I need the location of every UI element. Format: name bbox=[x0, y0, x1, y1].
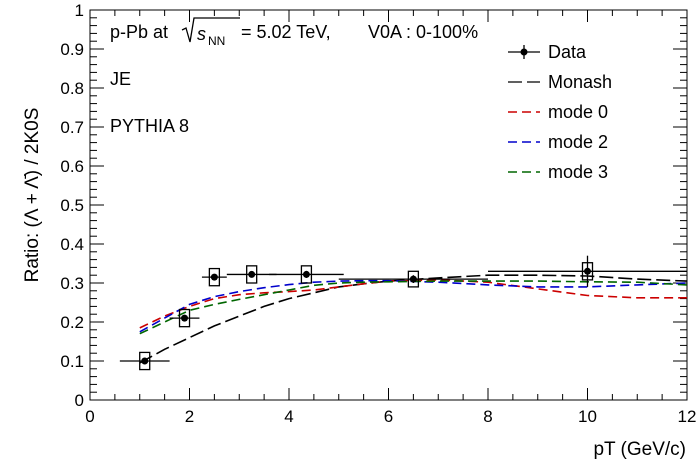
annotation-je: JE bbox=[110, 69, 131, 89]
x-tick-label: 12 bbox=[678, 407, 697, 426]
y-tick-label: 1 bbox=[75, 1, 84, 20]
y-tick-label: 0 bbox=[75, 391, 84, 410]
data-points bbox=[119, 255, 687, 371]
y-tick-label: 0.3 bbox=[60, 274, 84, 293]
sqrt-s-label: s bbox=[197, 24, 206, 44]
legend-entry-mode3: mode 3 bbox=[508, 162, 608, 182]
curve-monash bbox=[139, 274, 688, 364]
syst-box bbox=[208, 267, 221, 287]
legend-entry-mode0: mode 0 bbox=[508, 102, 608, 122]
sqrt-symbol: s NN bbox=[181, 17, 240, 48]
data-point bbox=[201, 267, 227, 287]
annotation-system: p-Pb at s NN = 5.02 TeV, V0A : 0-100% bbox=[110, 17, 478, 48]
annotation-generator: PYTHIA 8 bbox=[110, 116, 189, 136]
legend-entry-mode2: mode 2 bbox=[508, 132, 608, 152]
x-tick-label: 8 bbox=[483, 407, 492, 426]
y-tick-label: 0.8 bbox=[60, 79, 84, 98]
data-marker bbox=[210, 273, 218, 281]
y-tick-labels: 0 0.1 0.2 0.3 0.4 0.5 0.6 0.7 0.8 0.9 1 bbox=[60, 1, 84, 410]
curve-mode-2 bbox=[139, 279, 688, 333]
data-point bbox=[488, 255, 687, 287]
x-tick-label: 6 bbox=[384, 407, 393, 426]
annotation-energy: = 5.02 TeV, bbox=[241, 22, 331, 42]
data-point bbox=[169, 308, 200, 328]
x-tick-label: 4 bbox=[284, 407, 293, 426]
legend-label-mode2: mode 2 bbox=[548, 132, 608, 152]
syst-box bbox=[300, 265, 313, 284]
y-axis-title: Ratio: (Λ + Λ̄) / 2K0S bbox=[22, 108, 43, 283]
data-point bbox=[226, 265, 277, 284]
data-marker bbox=[248, 270, 256, 278]
syst-box bbox=[246, 265, 258, 284]
legend-label-mode0: mode 0 bbox=[548, 102, 608, 122]
axis-ticks bbox=[89, 9, 688, 401]
syst-box bbox=[139, 351, 151, 371]
legend-label-data: Data bbox=[548, 42, 587, 62]
syst-box bbox=[581, 262, 594, 281]
annotation-centrality: V0A : 0-100% bbox=[368, 22, 478, 42]
x-axis-title: pT (GeV/c) bbox=[593, 439, 686, 460]
data-marker bbox=[181, 314, 189, 322]
data-point bbox=[338, 270, 488, 288]
data-point bbox=[119, 351, 170, 371]
y-tick-label: 0.2 bbox=[60, 313, 84, 332]
data-marker bbox=[302, 270, 310, 278]
x-tick-labels: 0 2 4 6 8 10 12 bbox=[85, 407, 696, 426]
x-tick-label: 10 bbox=[578, 407, 597, 426]
data-marker bbox=[141, 357, 149, 365]
data-marker bbox=[409, 275, 417, 283]
syst-box bbox=[407, 270, 420, 288]
data-point bbox=[269, 265, 344, 284]
y-tick-label: 0.7 bbox=[60, 118, 84, 137]
model-curves bbox=[139, 274, 688, 364]
curve-mode-0 bbox=[139, 279, 687, 329]
legend-entry-data: Data bbox=[508, 42, 587, 62]
sqrt-nn-label: NN bbox=[208, 34, 225, 48]
legend-label-monash: Monash bbox=[548, 72, 612, 92]
y-tick-label: 0.4 bbox=[60, 235, 84, 254]
y-tick-label: 0.9 bbox=[60, 40, 84, 59]
curve-mode-3 bbox=[139, 280, 688, 335]
legend-label-mode3: mode 3 bbox=[548, 162, 608, 182]
legend-entry-monash: Monash bbox=[508, 72, 612, 92]
syst-box bbox=[178, 308, 191, 328]
y-tick-label: 0.6 bbox=[60, 157, 84, 176]
y-tick-label: 0.1 bbox=[60, 352, 84, 371]
y-tick-label: 0.5 bbox=[60, 196, 84, 215]
annotation-system-prefix: p-Pb at bbox=[110, 22, 168, 42]
legend: Data Monash mode 0 mode 2 mode 3 bbox=[508, 42, 612, 182]
data-marker bbox=[584, 267, 591, 275]
x-tick-label: 0 bbox=[85, 407, 94, 426]
x-tick-label: 2 bbox=[185, 407, 194, 426]
